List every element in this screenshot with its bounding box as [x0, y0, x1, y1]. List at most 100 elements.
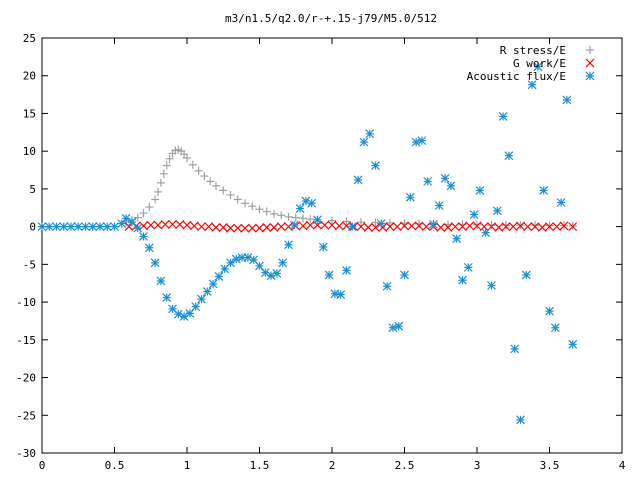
data-point — [552, 222, 562, 232]
data-point — [392, 222, 402, 232]
data-point — [487, 281, 496, 290]
y-tick-label: 25 — [23, 32, 36, 45]
data-point — [516, 221, 525, 231]
y-tick-label: 5 — [29, 183, 36, 196]
data-point — [202, 287, 212, 296]
data-point — [320, 220, 330, 230]
data-point — [226, 190, 235, 199]
data-point — [37, 222, 47, 232]
data-point — [356, 222, 366, 232]
data-point — [73, 222, 83, 232]
x-tick-label: 1.5 — [250, 459, 270, 472]
data-point — [272, 268, 282, 278]
data-point — [175, 219, 185, 229]
data-point — [429, 219, 438, 229]
data-point — [146, 220, 156, 230]
data-point — [156, 276, 166, 286]
data-point — [185, 308, 195, 318]
data-point — [516, 415, 525, 425]
data-point — [269, 222, 279, 232]
data-point — [417, 136, 427, 146]
x-tick-label: 0 — [39, 459, 46, 472]
data-point — [342, 217, 351, 226]
data-point — [206, 177, 215, 186]
data-point — [423, 176, 433, 186]
data-point — [328, 216, 336, 225]
data-point — [219, 186, 228, 195]
data-point — [306, 215, 315, 224]
data-point — [446, 181, 456, 191]
data-point — [523, 222, 533, 232]
data-point — [188, 160, 197, 169]
y-tick-label: -25 — [16, 409, 36, 422]
data-point — [218, 222, 228, 232]
data-point — [440, 173, 450, 183]
data-point — [498, 112, 508, 121]
data-point — [559, 221, 569, 231]
data-point — [291, 213, 300, 222]
data-point — [386, 218, 394, 227]
data-point — [504, 151, 514, 161]
data-marks — [37, 62, 578, 425]
data-point — [353, 175, 363, 185]
data-point — [371, 222, 380, 232]
data-point — [336, 290, 346, 299]
data-point — [183, 153, 191, 162]
data-point — [168, 219, 177, 229]
data-point — [139, 209, 148, 218]
data-point — [334, 221, 344, 231]
legend-label: Acoustic flux/E — [467, 70, 566, 83]
data-point — [347, 222, 357, 232]
data-point — [299, 214, 307, 223]
data-point — [550, 323, 560, 333]
data-point — [527, 80, 537, 90]
data-point — [295, 204, 305, 213]
data-point — [197, 222, 206, 232]
data-point — [160, 219, 170, 229]
data-point — [508, 222, 518, 232]
data-point — [307, 198, 317, 208]
data-point — [324, 270, 334, 280]
data-point — [327, 220, 337, 230]
data-point — [59, 222, 69, 232]
data-point — [211, 222, 221, 232]
y-tick-label: -20 — [16, 372, 36, 385]
data-point — [208, 279, 218, 289]
data-point — [162, 161, 171, 170]
axis-ticks: 0 0.5 1 1.5 2 2.5 3 3.5 4 25 20 15 10 5 0 -5 -10 -15 -20 -2… — [16, 32, 626, 472]
data-point — [52, 222, 61, 232]
data-point — [276, 222, 286, 232]
data-point — [458, 222, 467, 232]
data-point — [568, 339, 578, 349]
data-point — [189, 221, 199, 231]
y-tick-label: -30 — [16, 447, 36, 460]
data-point — [388, 323, 398, 333]
data-point — [262, 207, 271, 216]
data-point — [248, 202, 257, 211]
data-point — [197, 294, 206, 304]
data-point — [545, 222, 554, 232]
data-point — [212, 181, 220, 190]
data-point — [144, 243, 154, 253]
data-point — [226, 223, 235, 233]
y-tick-label: 10 — [23, 145, 36, 158]
data-point — [133, 223, 143, 233]
data-point — [44, 222, 54, 232]
data-point — [159, 169, 168, 178]
y-tick-label: 15 — [23, 107, 36, 120]
x-tick-label: 4 — [619, 459, 626, 472]
data-point — [405, 192, 415, 202]
data-point — [479, 222, 489, 232]
legend-label: G work/E — [513, 57, 566, 70]
data-point — [469, 210, 479, 219]
data-point — [81, 222, 90, 232]
data-point — [414, 221, 424, 231]
data-point — [521, 270, 531, 280]
y-tick-label: -5 — [23, 258, 36, 271]
data-point — [284, 222, 293, 232]
data-point — [153, 220, 163, 230]
data-point — [194, 166, 203, 175]
data-point — [492, 206, 502, 216]
